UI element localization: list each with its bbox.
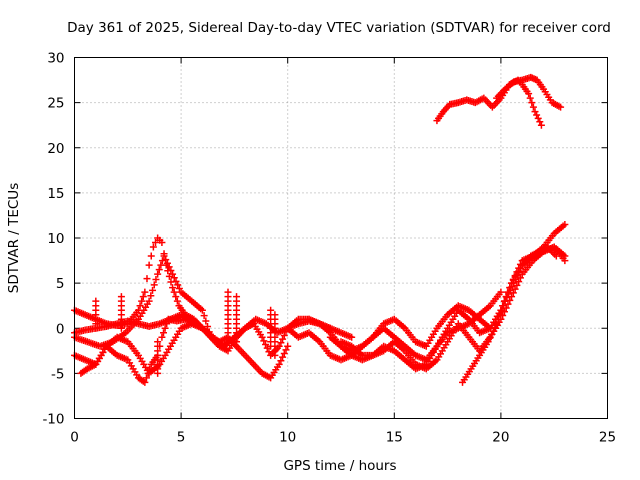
y-axis-label: SDTVAR / TECUs: [6, 183, 22, 293]
series-track-12: [493, 73, 565, 111]
y-tick-label: -5: [51, 366, 64, 382]
x-tick-label: 5: [177, 430, 186, 446]
x-tick-label: 10: [279, 430, 296, 446]
y-tick-label: 0: [56, 321, 65, 337]
x-tick-labels: 0 5 10 15 20 25: [70, 430, 616, 446]
y-tick-label: 5: [56, 276, 65, 292]
x-tick-label: 0: [70, 430, 79, 446]
y-tick-label: -10: [42, 412, 64, 428]
spike-5: [233, 293, 241, 350]
x-tick-label: 25: [599, 430, 616, 446]
series-track-2: [71, 234, 292, 382]
x-axis-label: GPS time / hours: [283, 458, 396, 474]
y-tick-label: 15: [47, 186, 64, 202]
y-tick-label: 10: [47, 231, 64, 247]
plot-frame: [74, 57, 608, 419]
spike-6: [267, 306, 275, 350]
x-tick-label: 15: [386, 430, 403, 446]
x-tick-label: 20: [492, 430, 509, 446]
y-tick-label: 25: [47, 96, 64, 112]
spike-1: [92, 297, 100, 332]
spike-2: [117, 293, 125, 332]
chart-title: Day 361 of 2025, Sidereal Day-to-day VTE…: [67, 20, 611, 36]
series-track-10: [459, 243, 560, 386]
series-track-11: [433, 76, 545, 129]
y-tick-label: 20: [47, 141, 64, 157]
spike-4: [224, 288, 232, 341]
y-tick-label: 30: [47, 51, 64, 67]
spike-3: [154, 338, 162, 377]
y-tick-labels: -10 -5 0 5 10 15 20 25 30: [42, 51, 64, 428]
spike-7: [271, 311, 279, 359]
data-marks: [71, 73, 569, 386]
